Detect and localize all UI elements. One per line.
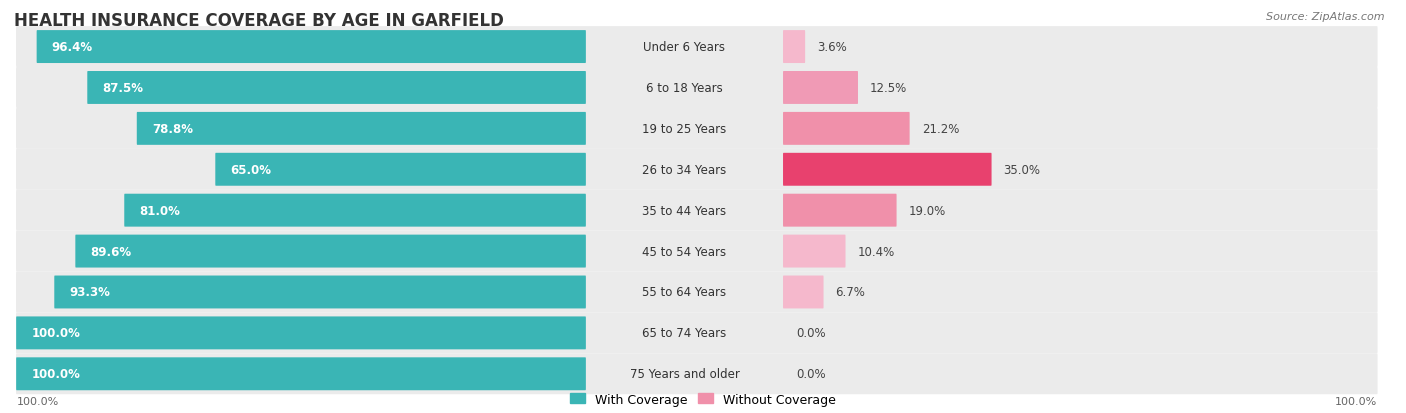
Text: 100.0%: 100.0% [17, 396, 59, 406]
Text: 89.6%: 89.6% [90, 245, 132, 258]
Text: 26 to 34 Years: 26 to 34 Years [643, 164, 727, 176]
FancyBboxPatch shape [15, 317, 586, 349]
Text: 19.0%: 19.0% [908, 204, 946, 217]
FancyBboxPatch shape [15, 190, 1378, 231]
Text: 35 to 44 Years: 35 to 44 Years [643, 204, 727, 217]
FancyBboxPatch shape [783, 31, 806, 64]
Text: 65 to 74 Years: 65 to 74 Years [643, 327, 727, 339]
Text: 19 to 25 Years: 19 to 25 Years [643, 123, 727, 135]
Text: 10.4%: 10.4% [858, 245, 894, 258]
FancyBboxPatch shape [15, 231, 1378, 272]
Text: 0.0%: 0.0% [796, 368, 825, 380]
FancyBboxPatch shape [783, 113, 910, 145]
Text: 100.0%: 100.0% [31, 327, 80, 339]
Text: 100.0%: 100.0% [31, 368, 80, 380]
Text: Source: ZipAtlas.com: Source: ZipAtlas.com [1267, 12, 1385, 22]
Text: 93.3%: 93.3% [69, 286, 111, 299]
FancyBboxPatch shape [15, 358, 586, 390]
Text: 12.5%: 12.5% [870, 82, 907, 95]
FancyBboxPatch shape [783, 276, 824, 309]
Text: 75 Years and older: 75 Years and older [630, 368, 740, 380]
FancyBboxPatch shape [783, 235, 845, 268]
FancyBboxPatch shape [15, 272, 1378, 313]
Text: 21.2%: 21.2% [921, 123, 959, 135]
Text: 96.4%: 96.4% [52, 41, 93, 54]
FancyBboxPatch shape [215, 154, 586, 186]
Text: 78.8%: 78.8% [152, 123, 193, 135]
Legend: With Coverage, Without Coverage: With Coverage, Without Coverage [565, 388, 841, 411]
Text: 35.0%: 35.0% [1004, 164, 1040, 176]
FancyBboxPatch shape [15, 313, 1378, 354]
FancyBboxPatch shape [55, 276, 586, 309]
FancyBboxPatch shape [15, 68, 1378, 109]
Text: 45 to 54 Years: 45 to 54 Years [643, 245, 727, 258]
FancyBboxPatch shape [136, 113, 586, 145]
Text: 3.6%: 3.6% [817, 41, 846, 54]
FancyBboxPatch shape [124, 194, 586, 227]
Text: Under 6 Years: Under 6 Years [644, 41, 725, 54]
FancyBboxPatch shape [15, 150, 1378, 190]
Text: HEALTH INSURANCE COVERAGE BY AGE IN GARFIELD: HEALTH INSURANCE COVERAGE BY AGE IN GARF… [14, 12, 503, 30]
Text: 81.0%: 81.0% [139, 204, 180, 217]
FancyBboxPatch shape [15, 27, 1378, 68]
FancyBboxPatch shape [783, 194, 897, 227]
FancyBboxPatch shape [76, 235, 586, 268]
FancyBboxPatch shape [783, 72, 858, 104]
FancyBboxPatch shape [15, 354, 1378, 394]
Text: 6 to 18 Years: 6 to 18 Years [647, 82, 723, 95]
Text: 0.0%: 0.0% [796, 327, 825, 339]
Text: 55 to 64 Years: 55 to 64 Years [643, 286, 727, 299]
Text: 100.0%: 100.0% [1334, 396, 1376, 406]
FancyBboxPatch shape [37, 31, 586, 64]
FancyBboxPatch shape [87, 72, 586, 104]
Text: 6.7%: 6.7% [835, 286, 866, 299]
FancyBboxPatch shape [783, 154, 991, 186]
Text: 87.5%: 87.5% [103, 82, 143, 95]
FancyBboxPatch shape [15, 109, 1378, 150]
Text: 65.0%: 65.0% [231, 164, 271, 176]
